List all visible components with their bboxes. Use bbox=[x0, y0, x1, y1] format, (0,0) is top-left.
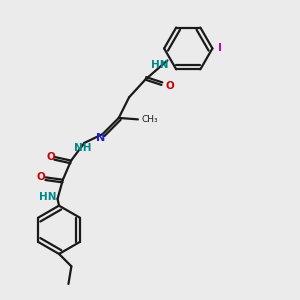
Text: O: O bbox=[37, 172, 46, 182]
Text: O: O bbox=[166, 80, 175, 91]
Text: HN: HN bbox=[39, 192, 57, 203]
Text: CH₃: CH₃ bbox=[142, 115, 158, 124]
Text: HN: HN bbox=[151, 60, 169, 70]
Text: NH: NH bbox=[74, 143, 92, 153]
Text: N: N bbox=[96, 133, 105, 142]
Text: I: I bbox=[218, 44, 222, 53]
Text: O: O bbox=[46, 152, 55, 162]
